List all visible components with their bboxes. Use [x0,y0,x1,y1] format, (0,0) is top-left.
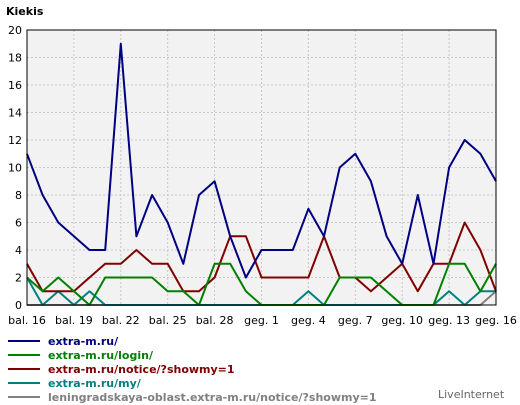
x-tick-label: geg. 1 [244,314,279,327]
plot-frame [26,29,497,306]
series-line-1 [26,42,497,279]
y-tick-label: 20 [8,24,22,37]
y-axis-ticks: 0 2 4 6 8 10 12 14 16 18 20 [8,24,22,312]
axes [26,29,497,306]
y-tick-label: 8 [15,189,22,202]
y-tick-label: 2 [15,272,22,285]
brand-label: LiveInternet [438,388,505,401]
x-tick-label: bal. 19 [55,314,93,327]
x-tick-label: bal. 22 [102,314,140,327]
y-tick-label: 4 [15,244,22,257]
x-tick-label: bal. 28 [196,314,234,327]
y-tick-label: 10 [8,162,22,175]
chart-title: Kiekis [6,5,44,18]
x-axis-ticks: bal. 16 bal. 19 bal. 22 bal. 25 bal. 28 geg. … [8,314,517,327]
x-tick-label: geg. 4 [291,314,326,327]
y-tick-label: 18 [8,52,22,65]
x-tick-label: geg. 16 [475,314,517,327]
x-tick-label: geg. 13 [428,314,470,327]
grid-lines [27,29,496,305]
y-tick-label: 16 [8,79,22,92]
x-tick-label: bal. 25 [149,314,187,327]
y-tick-label: 0 [15,299,22,312]
x-tick-label: geg. 7 [338,314,373,327]
x-tick-label: geg. 10 [381,314,423,327]
legend-entry: leningradskaya-oblast.extra-m.ru/notice/… [48,391,377,404]
legend-entry: extra-m.ru/login/ [48,349,154,362]
x-tick-label: bal. 16 [8,314,46,327]
y-tick-label: 14 [8,107,22,120]
y-tick-label: 6 [15,217,22,230]
legend-entry: extra-m.ru/ [48,335,119,348]
series-line-3 [26,221,497,293]
legend: extra-m.ru/extra-m.ru/login/extra-m.ru/n… [8,335,377,404]
legend-entry: extra-m.ru/my/ [48,377,142,390]
y-tick-label: 12 [8,134,22,147]
legend-entry: extra-m.ru/notice/?showmy=1 [48,363,235,376]
